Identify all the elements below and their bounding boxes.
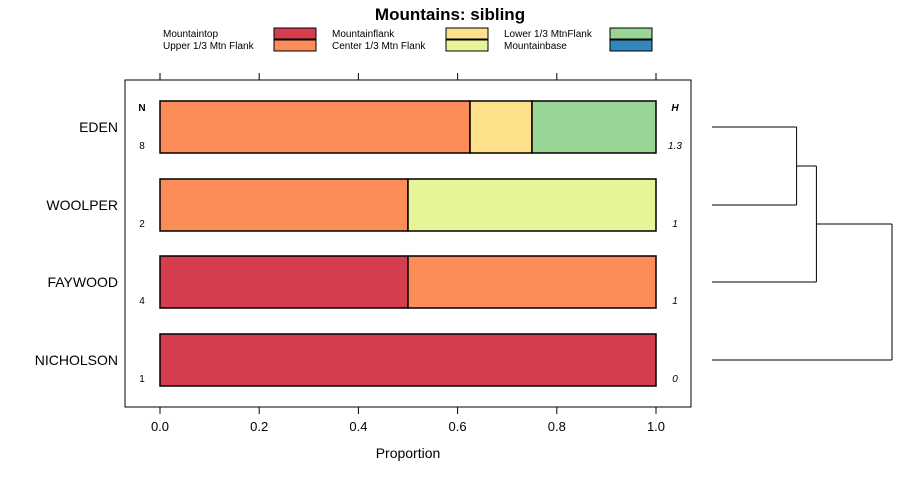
h-value-eden: 1.3 <box>668 141 682 152</box>
legend-swatch-mountaintop <box>273 27 317 40</box>
x-axis-label: Proportion <box>376 445 441 461</box>
legend-label-mountainbase: Mountainbase <box>504 41 567 52</box>
h-header: H <box>671 103 679 114</box>
legend-swatch-mountainbase <box>609 39 653 52</box>
x-tick-label-3: 0.6 <box>449 419 467 434</box>
x-tick-label-1: 0.2 <box>250 419 268 434</box>
h-value-faywood: 1 <box>672 296 678 307</box>
row-labels: EDEN 8 1.3 WOOLPER 2 1 FAYWOOD 4 1 NICHOLSON 1 0 <box>35 119 683 385</box>
legend-label-upper-1-3-mtn-flank: Upper 1/3 Mtn Flank <box>163 41 255 52</box>
legend-swatch-mountainflank <box>445 27 489 40</box>
legend-label-mountainflank: Mountainflank <box>332 29 395 40</box>
dendrogram <box>712 126 893 361</box>
x-tick-label-0: 0.0 <box>151 419 169 434</box>
bar-eden-lower-1-3-mtnflank <box>531 100 657 154</box>
row-label-nicholson: NICHOLSON <box>35 352 118 368</box>
plot-frame <box>124 79 692 408</box>
n-header: N <box>138 103 145 114</box>
bar-eden-mountainflank <box>469 100 533 154</box>
n-value-faywood: 4 <box>139 296 145 307</box>
h-value-woolper: 1 <box>672 219 678 230</box>
x-tick-label-5: 1.0 <box>647 419 665 434</box>
h-value-nicholson: 0 <box>672 374 678 385</box>
bar-woolper-upper-1-3-mtn-flank <box>159 178 409 232</box>
bar-eden-upper-1-3-mtn-flank <box>159 100 471 154</box>
n-value-woolper: 2 <box>139 219 145 230</box>
chart-title: Mountains: sibling <box>375 5 525 24</box>
legend-label-lower-1-3-mtnflank: Lower 1/3 MtnFlank <box>504 29 593 40</box>
x-tick-label-4: 0.8 <box>548 419 566 434</box>
x-tick-label-2: 0.4 <box>349 419 367 434</box>
bar-faywood-mountaintop <box>159 255 409 309</box>
legend-swatch-upper-1-3-mtn-flank <box>273 39 317 52</box>
bars <box>159 100 657 387</box>
row-label-eden: EDEN <box>79 119 118 135</box>
bar-woolper-center-1-3-mtn-flank <box>407 178 657 232</box>
legend-label-mountaintop: Mountaintop <box>163 29 218 40</box>
legend-swatch-lower-1-3-mtnflank <box>609 27 653 40</box>
bar-faywood-upper-1-3-mtn-flank <box>407 255 657 309</box>
x-axis: 0.0 0.2 0.4 0.6 0.8 1.0 <box>151 73 665 434</box>
bar-nicholson-mountaintop <box>159 333 657 387</box>
legend-label-center-1-3-mtn-flank: Center 1/3 Mtn Flank <box>332 41 426 52</box>
row-label-woolper: WOOLPER <box>46 197 118 213</box>
row-label-faywood: FAYWOOD <box>47 274 118 290</box>
n-value-nicholson: 1 <box>139 374 145 385</box>
legend-swatch-center-1-3-mtn-flank <box>445 39 489 52</box>
n-value-eden: 8 <box>139 141 145 152</box>
